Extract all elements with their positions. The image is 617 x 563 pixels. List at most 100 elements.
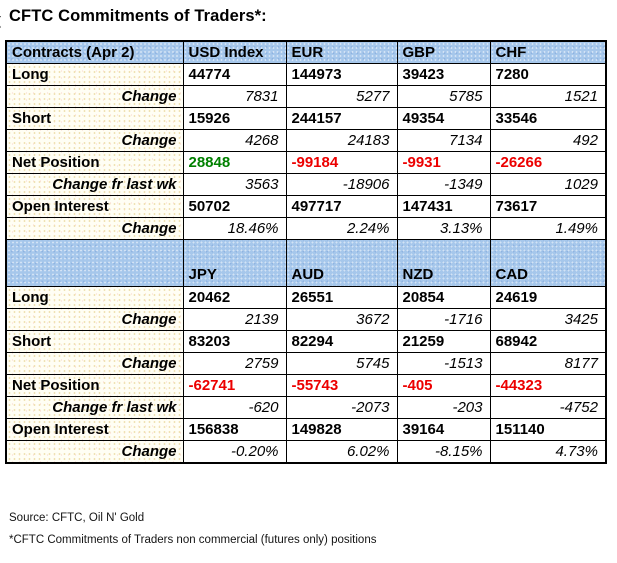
cell-value: 26551 bbox=[285, 286, 398, 309]
row-label: Change bbox=[5, 440, 184, 464]
cell-value: 149828 bbox=[285, 418, 398, 441]
cell-value: 68942 bbox=[489, 330, 607, 353]
row-label: Change fr last wk bbox=[5, 396, 184, 419]
currency-header-cell: USD Index bbox=[182, 40, 287, 64]
cell-value: 1521 bbox=[489, 85, 607, 108]
table-row: Change 2759 5745 -1513 8177 bbox=[5, 352, 607, 375]
section-header-row: Contracts (Apr 2) USD Index EUR GBP CHF bbox=[5, 40, 607, 64]
table-row: Change 7831 5277 5785 1521 bbox=[5, 85, 607, 108]
row-label: Change bbox=[5, 308, 184, 331]
table-row: Long 44774 144973 39423 7280 bbox=[5, 63, 607, 86]
table-row: Net Position -62741 -55743 -405 -44323 bbox=[5, 374, 607, 397]
cell-value: 49354 bbox=[396, 107, 491, 130]
currency-header-cell: EUR bbox=[285, 40, 398, 64]
row-label: Open Interest bbox=[5, 195, 184, 218]
contracts-header-cell bbox=[5, 239, 184, 287]
cell-value: 7134 bbox=[396, 129, 491, 152]
currency-header-cell: AUD bbox=[285, 239, 398, 287]
table-row: Change -0.20% 6.02% -8.15% 4.73% bbox=[5, 440, 607, 464]
cell-value: 7280 bbox=[489, 63, 607, 86]
cell-value: 8177 bbox=[489, 352, 607, 375]
cell-value: 20854 bbox=[396, 286, 491, 309]
cell-value: -62741 bbox=[182, 374, 287, 397]
cell-value: 28848 bbox=[182, 151, 287, 174]
row-label: Net Position bbox=[5, 151, 184, 174]
cell-value: 3.13% bbox=[396, 217, 491, 240]
source-note: Source: CFTC, Oil N' Gold bbox=[9, 512, 145, 524]
stray-mark: ( bbox=[0, 14, 1, 28]
table-row: Open Interest 156838 149828 39164 151140 bbox=[5, 418, 607, 441]
title-row: ( CFTC Commitments of Traders*: bbox=[0, 7, 610, 28]
table-row: Change 2139 3672 -1716 3425 bbox=[5, 308, 607, 331]
cell-value: -4752 bbox=[489, 396, 607, 419]
cell-value: 1.49% bbox=[489, 217, 607, 240]
cell-value: -99184 bbox=[285, 151, 398, 174]
cell-value: 15926 bbox=[182, 107, 287, 130]
cell-value: 20462 bbox=[182, 286, 287, 309]
cell-value: 3672 bbox=[285, 308, 398, 331]
cell-value: -405 bbox=[396, 374, 491, 397]
page-title: CFTC Commitments of Traders*: bbox=[9, 7, 267, 25]
currency-header-cell: CHF bbox=[489, 40, 607, 64]
row-label: Open Interest bbox=[5, 418, 184, 441]
row-label: Long bbox=[5, 286, 184, 309]
cell-value: 2759 bbox=[182, 352, 287, 375]
table-row: Short 15926 244157 49354 33546 bbox=[5, 107, 607, 130]
table-row: Net Position 28848 -99184 -9931 -26266 bbox=[5, 151, 607, 174]
cell-value: -55743 bbox=[285, 374, 398, 397]
cell-value: -9931 bbox=[396, 151, 491, 174]
row-label: Short bbox=[5, 330, 184, 353]
table-row: Change fr last wk -620 -2073 -203 -4752 bbox=[5, 396, 607, 419]
cell-value: 7831 bbox=[182, 85, 287, 108]
table-row: Open Interest 50702 497717 147431 73617 bbox=[5, 195, 607, 218]
cell-value: 4268 bbox=[182, 129, 287, 152]
cell-value: 497717 bbox=[285, 195, 398, 218]
cell-value: -1349 bbox=[396, 173, 491, 196]
cell-value: 44774 bbox=[182, 63, 287, 86]
table-row: Change 18.46% 2.24% 3.13% 1.49% bbox=[5, 217, 607, 240]
cell-value: -8.15% bbox=[396, 440, 491, 464]
cell-value: 73617 bbox=[489, 195, 607, 218]
cell-value: 3425 bbox=[489, 308, 607, 331]
cell-value: 244157 bbox=[285, 107, 398, 130]
cell-value: 4.73% bbox=[489, 440, 607, 464]
currency-header-cell: NZD bbox=[396, 239, 491, 287]
footnote: *CFTC Commitments of Traders non commerc… bbox=[9, 534, 377, 546]
cell-value: 1029 bbox=[489, 173, 607, 196]
cell-value: -44323 bbox=[489, 374, 607, 397]
cell-value: 3563 bbox=[182, 173, 287, 196]
row-label: Change bbox=[5, 217, 184, 240]
cell-value: 147431 bbox=[396, 195, 491, 218]
cell-value: 5745 bbox=[285, 352, 398, 375]
cell-value: -1513 bbox=[396, 352, 491, 375]
cell-value: 492 bbox=[489, 129, 607, 152]
row-label: Change fr last wk bbox=[5, 173, 184, 196]
row-label: Long bbox=[5, 63, 184, 86]
cell-value: 144973 bbox=[285, 63, 398, 86]
table-row: Short 83203 82294 21259 68942 bbox=[5, 330, 607, 353]
row-label: Change bbox=[5, 352, 184, 375]
cell-value: -620 bbox=[182, 396, 287, 419]
row-label: Change bbox=[5, 129, 184, 152]
cell-value: 2139 bbox=[182, 308, 287, 331]
row-label: Short bbox=[5, 107, 184, 130]
cell-value: -18906 bbox=[285, 173, 398, 196]
footer: Source: CFTC, Oil N' Gold *CFTC Commitme… bbox=[9, 512, 376, 556]
cell-value: -203 bbox=[396, 396, 491, 419]
currency-header-cell: CAD bbox=[489, 239, 607, 287]
row-label: Net Position bbox=[5, 374, 184, 397]
cell-value: 5277 bbox=[285, 85, 398, 108]
cell-value: 5785 bbox=[396, 85, 491, 108]
cell-value: 151140 bbox=[489, 418, 607, 441]
table-row: Long 20462 26551 20854 24619 bbox=[5, 286, 607, 309]
cell-value: 82294 bbox=[285, 330, 398, 353]
table-row: Change 4268 24183 7134 492 bbox=[5, 129, 607, 152]
cell-value: 156838 bbox=[182, 418, 287, 441]
cell-value: -1716 bbox=[396, 308, 491, 331]
cell-value: 39423 bbox=[396, 63, 491, 86]
table-row: Change fr last wk 3563 -18906 -1349 1029 bbox=[5, 173, 607, 196]
cot-table-body: Contracts (Apr 2) USD Index EUR GBP CHF Long 4… bbox=[5, 40, 607, 464]
cell-value: 39164 bbox=[396, 418, 491, 441]
cell-value: -2073 bbox=[285, 396, 398, 419]
cell-value: 2.24% bbox=[285, 217, 398, 240]
